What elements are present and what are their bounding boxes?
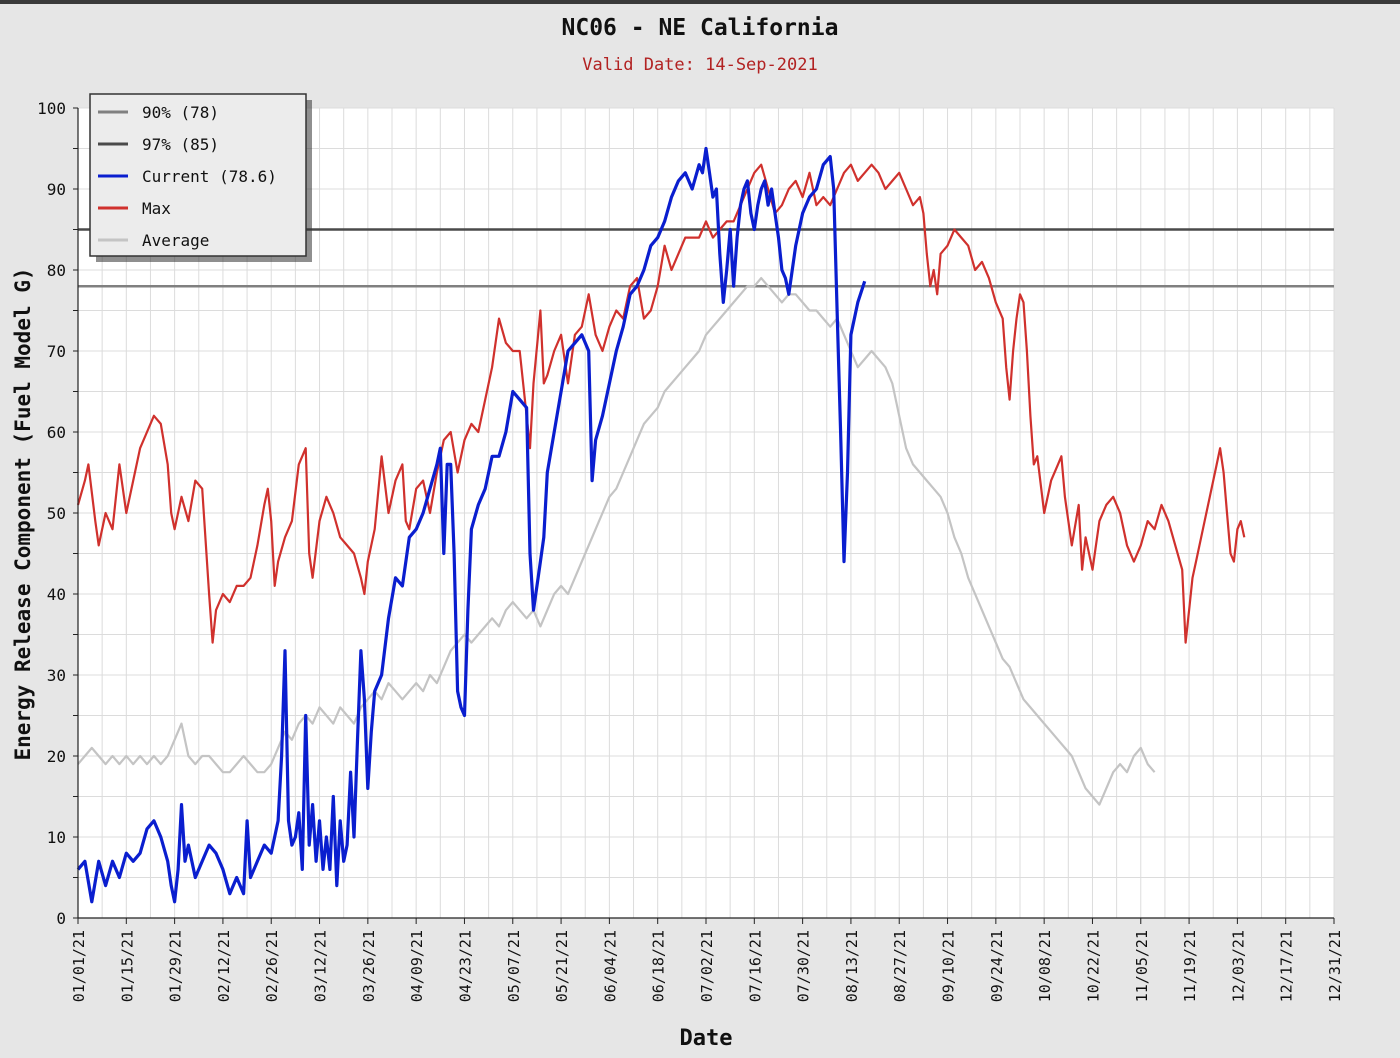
x-tick-label: 06/04/21	[601, 930, 619, 1002]
x-tick-label: 05/07/21	[505, 930, 523, 1002]
y-tick-label: 80	[47, 261, 66, 280]
y-tick-label: 0	[56, 909, 66, 928]
y-tick-label: 50	[47, 504, 66, 523]
y-tick-label: 60	[47, 423, 66, 442]
y-tick-label: 40	[47, 585, 66, 604]
x-tick-label: 03/26/21	[360, 930, 378, 1002]
legend-label: 90% (78)	[142, 103, 219, 122]
series-line-average	[77, 277, 1156, 806]
legend: 90% (78) 97% (85) Current (78.6) Max Average	[89, 93, 312, 262]
x-tick-label: 12/03/21	[1229, 930, 1247, 1002]
x-tick-label: 08/27/21	[891, 930, 909, 1002]
x-tick-label: 02/26/21	[263, 930, 281, 1002]
x-tick-label: 11/05/21	[1133, 930, 1151, 1002]
x-tick-label: 10/08/21	[1036, 930, 1054, 1002]
series-line-current	[76, 146, 867, 904]
x-tick-label: 02/12/21	[215, 930, 233, 1002]
y-tick-label: 100	[37, 99, 66, 118]
chart-subtitle: Valid Date: 14-Sep-2021	[582, 55, 817, 75]
x-axis-label: Date	[680, 1026, 733, 1051]
x-tick-label: 01/15/21	[118, 930, 136, 1002]
x-tick-label: 04/09/21	[408, 930, 426, 1002]
legend-label: Average	[142, 231, 209, 250]
y-tick-label: 10	[47, 828, 66, 847]
y-axis-ticks: 0 10 20 30 40 50 60 70 80 90 100	[37, 99, 79, 928]
legend-label: Current (78.6)	[142, 167, 277, 186]
x-tick-label: 09/24/21	[988, 930, 1006, 1002]
x-axis-ticks: 01/01/21 01/15/21 01/29/21 02/12/21 02/26/21…	[70, 917, 1344, 1002]
window-top-border	[0, 0, 1400, 4]
y-tick-label: 20	[47, 747, 66, 766]
x-tick-label: 07/16/21	[746, 930, 764, 1002]
x-tick-label: 10/22/21	[1084, 930, 1102, 1002]
x-tick-label: 11/19/21	[1181, 930, 1199, 1002]
x-tick-label: 01/29/21	[167, 930, 185, 1002]
series-lines	[76, 146, 1246, 904]
legend-label: Max	[142, 199, 171, 218]
x-tick-label: 08/13/21	[843, 930, 861, 1002]
x-tick-label: 09/10/21	[940, 930, 958, 1002]
x-tick-label: 03/12/21	[312, 930, 330, 1002]
x-tick-label: 12/31/21	[1326, 930, 1344, 1002]
series-line-max	[76, 163, 1246, 644]
y-tick-label: 90	[47, 180, 66, 199]
y-tick-label: 70	[47, 342, 66, 361]
x-tick-label: 12/17/21	[1278, 930, 1296, 1002]
legend-label: 97% (85)	[142, 135, 219, 154]
x-tick-label: 07/02/21	[698, 930, 716, 1002]
y-axis-label: Energy Release Component (Fuel Model G)	[11, 267, 35, 760]
chart-title: NC06 - NE California	[562, 15, 839, 41]
y-tick-label: 30	[47, 666, 66, 685]
x-tick-label: 01/01/21	[70, 930, 88, 1002]
x-tick-label: 04/23/21	[456, 930, 474, 1002]
x-tick-label: 05/21/21	[553, 930, 571, 1002]
x-tick-label: 06/18/21	[650, 930, 668, 1002]
x-tick-label: 07/30/21	[795, 930, 813, 1002]
